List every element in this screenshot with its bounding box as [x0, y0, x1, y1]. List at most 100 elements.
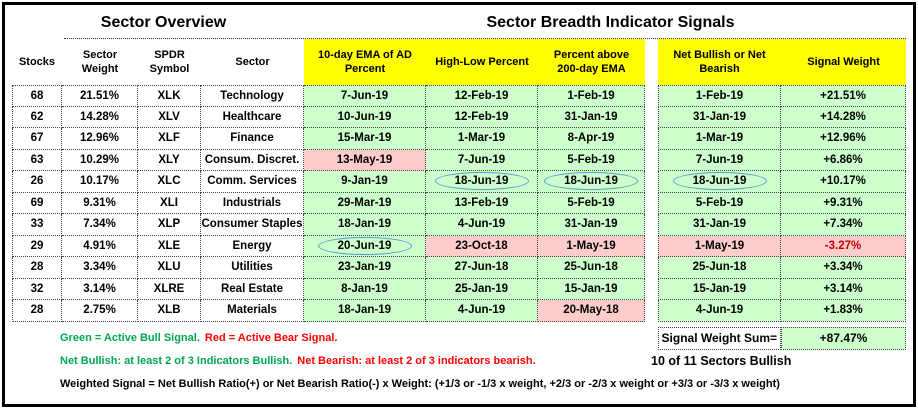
- column-gap: [645, 128, 658, 150]
- legend-net-bullish: Net Bullish: at least 2 of 3 Indicators …: [60, 354, 293, 367]
- cell-sector: Technology: [201, 85, 304, 107]
- table-row: 69 9.31% XLI Industrials 29-Mar-19 13-Feb-19 5…: [12, 192, 906, 214]
- cell-200day-ema-date: 5-Feb-19: [538, 192, 645, 214]
- cell-sector-weight: 4.91%: [62, 235, 138, 257]
- cell-spdr-symbol: XLC: [138, 171, 201, 193]
- title-row: Sector Overview Sector Breadth Indicator…: [12, 7, 906, 38]
- cell-ad-percent-date: 13-May-19: [304, 149, 426, 171]
- signal-weight-sum-value: +87.47%: [781, 326, 906, 350]
- cell-sector-weight: 14.28%: [62, 106, 138, 128]
- col-header-sector: Sector: [235, 55, 270, 68]
- cell-sector-weight: 3.14%: [62, 278, 138, 300]
- cell-sector-weight: 9.31%: [62, 192, 138, 214]
- cell-net-bullish-date: 31-Jan-19: [658, 106, 781, 128]
- cell-ad-percent-date: 29-Mar-19: [304, 192, 426, 214]
- cell-200day-ema-date: 5-Feb-19: [538, 149, 645, 171]
- cell-sector: Real Estate: [201, 278, 304, 300]
- col-header-spdr-symbol: SPDR Symbol: [149, 48, 190, 75]
- legend-line-3: Weighted Signal = Net Bullish Ratio(+) o…: [60, 377, 780, 390]
- cell-200day-ema-date: 1-Feb-19: [538, 85, 645, 107]
- cell-ad-percent-date: 15-Mar-19: [304, 128, 426, 150]
- table-row: 63 10.29% XLY Consum. Discret. 13-May-19 7-Ju…: [12, 149, 906, 171]
- column-gap: [645, 192, 658, 214]
- cell-sector-weight: 2.75%: [62, 300, 138, 322]
- legend-line-2: Net Bullish: at least 2 of 3 Indicators …: [12, 350, 645, 372]
- cell-stocks: 68: [12, 85, 62, 107]
- cell-net-bullish-date: 5-Feb-19: [658, 192, 781, 214]
- column-gap: [645, 85, 658, 107]
- cell-spdr-symbol: XLV: [138, 106, 201, 128]
- column-gap: [645, 278, 658, 300]
- column-gap: [645, 257, 658, 279]
- cell-net-bullish-date: 4-Jun-19: [658, 300, 781, 322]
- table-row: 26 10.17% XLC Comm. Services 9-Jan-19 18-Jun-…: [12, 171, 906, 193]
- cell-ad-percent-date: 10-Jun-19: [304, 106, 426, 128]
- col-header-signal-weight: Signal Weight: [781, 39, 906, 85]
- cell-sector-weight: 21.51%: [62, 85, 138, 107]
- cell-stocks: 33: [12, 214, 62, 236]
- header-divider: [64, 38, 906, 39]
- col-header-net-bullish: Net Bullish or Net Bearish: [658, 39, 781, 85]
- cell-sector: Finance: [201, 128, 304, 150]
- cell-spdr-symbol: XLF: [138, 128, 201, 150]
- col-header-200day-ema: Percent above 200-day EMA: [538, 39, 645, 85]
- cell-stocks: 28: [12, 300, 62, 322]
- cell-stocks: 29: [12, 235, 62, 257]
- cell-stocks: 62: [12, 106, 62, 128]
- cell-high-low-date: 18-Jun-19: [426, 171, 538, 193]
- col-header-stocks: Stocks: [18, 55, 56, 68]
- cell-net-bullish-date: 15-Jan-19: [658, 278, 781, 300]
- column-gap: [645, 214, 658, 236]
- bullish-count-row: Net Bullish: at least 2 of 3 Indicators …: [12, 350, 906, 372]
- cell-signal-weight-value: +7.34%: [781, 214, 906, 236]
- cell-sector-weight: 3.34%: [62, 257, 138, 279]
- cell-sector-weight: 7.34%: [62, 214, 138, 236]
- cell-stocks: 69: [12, 192, 62, 214]
- table-row: 32 3.14% XLRE Real Estate 8-Jan-19 25-Jan-19 1…: [12, 278, 906, 300]
- cell-sector: Consum. Discret.: [201, 149, 304, 171]
- column-gap: [645, 106, 658, 128]
- cell-sector: Utilities: [201, 257, 304, 279]
- cell-high-low-date: 13-Feb-19: [426, 192, 538, 214]
- cell-sector: Industrials: [201, 192, 304, 214]
- column-gap: [645, 149, 658, 171]
- cell-high-low-date: 4-Jun-19: [426, 214, 538, 236]
- legend-net-bearish: Net Bearish: at least 2 of 3 indicators …: [297, 354, 536, 367]
- cell-ad-percent-date: 23-Jan-19: [304, 257, 426, 279]
- cell-sector: Materials: [201, 300, 304, 322]
- col-header-sector-weight: Sector Weight: [81, 48, 119, 75]
- cell-high-low-date: 7-Jun-19: [426, 149, 538, 171]
- cell-sector: Healthcare: [201, 106, 304, 128]
- cell-stocks: 28: [12, 257, 62, 279]
- cell-spdr-symbol: XLK: [138, 85, 201, 107]
- cell-ad-percent-date: 20-Jun-19: [304, 235, 426, 257]
- sectors-bullish-count: 10 of 11 Sectors Bullish: [651, 353, 792, 368]
- cell-high-low-date: 12-Feb-19: [426, 85, 538, 107]
- table-row: 68 21.51% XLK Technology 7-Jun-19 12-Feb-19 1-…: [12, 85, 906, 107]
- cell-spdr-symbol: XLY: [138, 149, 201, 171]
- cell-200day-ema-date: 8-Apr-19: [538, 128, 645, 150]
- cell-high-low-date: 27-Jun-18: [426, 257, 538, 279]
- cell-sector: Consumer Staples: [201, 214, 304, 236]
- cell-200day-ema-date: 1-May-19: [538, 235, 645, 257]
- table-row: 33 7.34% XLP Consumer Staples 18-Jan-19 4-Jun…: [12, 214, 906, 236]
- cell-signal-weight-value: +14.28%: [781, 106, 906, 128]
- cell-ad-percent-date: 18-Jan-19: [304, 214, 426, 236]
- cell-high-low-date: 12-Feb-19: [426, 106, 538, 128]
- cell-net-bullish-date: 1-Feb-19: [658, 85, 781, 107]
- cell-high-low-date: 1-Mar-19: [426, 128, 538, 150]
- table-row: 28 2.75% XLB Materials 18-Jan-19 4-Jun-19 20-M…: [12, 300, 906, 322]
- cell-spdr-symbol: XLP: [138, 214, 201, 236]
- cell-signal-weight-value: +21.51%: [781, 85, 906, 107]
- sum-row: Green = Active Bull Signal. Red = Active…: [12, 326, 906, 350]
- cell-sector: Comm. Services: [201, 171, 304, 193]
- table-body: 68 21.51% XLK Technology 7-Jun-19 12-Feb-19 1-…: [12, 85, 906, 322]
- legend-bull-signal: Green = Active Bull Signal.: [60, 332, 200, 344]
- cell-net-bullish-date: 7-Jun-19: [658, 149, 781, 171]
- legend-bear-signal: Red = Active Bear Signal.: [204, 332, 338, 344]
- cell-signal-weight-value: +12.96%: [781, 128, 906, 150]
- legend-line-1: Green = Active Bull Signal. Red = Active…: [12, 327, 645, 350]
- signal-weight-sum-label: Signal Weight Sum=: [658, 326, 781, 350]
- table-row: 29 4.91% XLE Energy 20-Jun-19 23-Oct-18 1-May-…: [12, 235, 906, 257]
- cell-spdr-symbol: XLE: [138, 235, 201, 257]
